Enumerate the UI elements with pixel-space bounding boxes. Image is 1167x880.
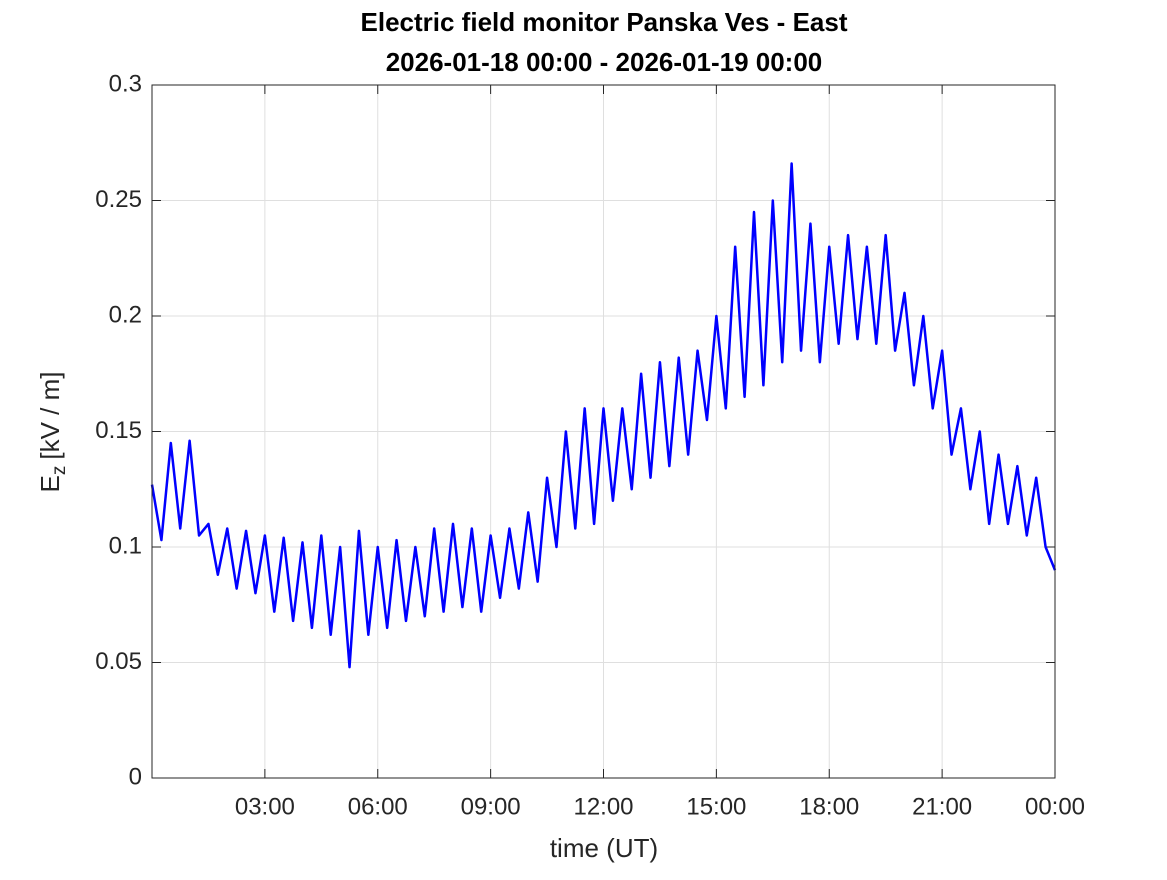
- y-tick-label: 0.2: [109, 301, 142, 328]
- x-tick-label: 00:00: [1025, 793, 1085, 820]
- y-tick-label: 0.15: [95, 417, 142, 444]
- y-label-subscript: z: [49, 466, 70, 476]
- x-tick-label: 21:00: [912, 793, 972, 820]
- y-label-unit: [kV / m]: [35, 372, 65, 460]
- y-tick-label: 0.05: [95, 648, 142, 675]
- x-tick-label: 09:00: [461, 793, 521, 820]
- y-tick-label: 0: [129, 763, 142, 790]
- chart-title: Electric field monitor Panska Ves - East: [361, 7, 848, 37]
- y-axis-label: Ez [kV / m]: [35, 372, 70, 493]
- data-line: [150, 162, 1057, 669]
- x-tick-label: 18:00: [799, 793, 859, 820]
- x-tick-label: 03:00: [235, 793, 295, 820]
- x-axis-label: time (UT): [550, 833, 658, 863]
- y-label-symbol: E: [35, 475, 65, 492]
- chart-subtitle: 2026-01-18 00:00 - 2026-01-19 00:00: [386, 47, 823, 77]
- y-tick-label: 0.1: [109, 532, 142, 559]
- x-tick-label: 12:00: [573, 793, 633, 820]
- x-tick-label: 06:00: [348, 793, 408, 820]
- plot-frame: [151, 84, 1056, 779]
- x-tick-label: 15:00: [686, 793, 746, 820]
- y-tick-label: 0.25: [95, 186, 142, 213]
- y-tick-label: 0.3: [109, 70, 142, 97]
